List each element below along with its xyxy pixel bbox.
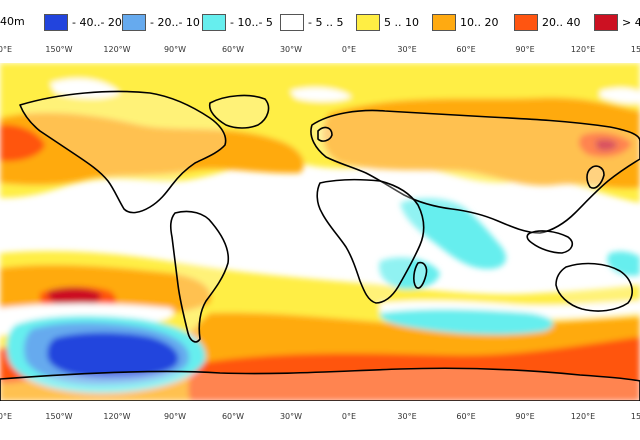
bottom-tick: 0°E [341, 412, 357, 421]
legend-item-8: > 4 [594, 12, 640, 32]
legend-swatch [280, 13, 304, 31]
top-tick: 15 [630, 45, 640, 54]
antarctica-coast [0, 367, 640, 401]
bottom-tick: 60°W [221, 412, 245, 421]
legend-swatch [594, 13, 618, 31]
british-isles-coast [317, 126, 333, 142]
bottom-tick: 150°W [45, 412, 73, 421]
legend-item-2: - 20..- 10 [122, 12, 200, 32]
north-america-coast [19, 90, 227, 214]
legend-swatch [202, 13, 226, 31]
south-america-coast [169, 210, 230, 343]
top-tick: 120°W [103, 45, 131, 54]
greenland-coast [208, 94, 270, 129]
top-tick: 60°W [221, 45, 245, 54]
legend-swatch [514, 13, 538, 31]
anomaly-positive-10-20-northwest [0, 112, 304, 185]
legend-swatch [122, 13, 146, 31]
anomaly-positive-10-20-northeast [322, 97, 640, 189]
legend: 40m - 40..- 20 - 20..- 10 - 10..- 5 - 5 … [0, 8, 640, 36]
top-tick: 30°W [279, 45, 303, 54]
bottom-tick: 15 [630, 412, 640, 421]
top-tick: 90°E [515, 45, 535, 54]
anomaly-negative-10-5-east [607, 251, 640, 276]
anomaly-negative-10-5-south-indian [379, 309, 554, 335]
top-tick: 30°E [397, 45, 417, 54]
bottom-tick: 30°W [279, 412, 303, 421]
bottom-tick: 120°W [103, 412, 131, 421]
legend-label: - 5 .. 5 [308, 15, 344, 29]
legend-swatch [432, 13, 456, 31]
legend-label: - 10..- 5 [230, 15, 273, 29]
bottom-axis: 0°E 150°W 120°W 90°W 60°W 30°W 0°E 30°E … [0, 412, 640, 428]
legend-label: 10.. 20 [460, 15, 499, 29]
legend-item-7: 20.. 40 [514, 12, 580, 32]
bottom-tick: 30°E [397, 412, 417, 421]
top-tick: 60°E [456, 45, 476, 54]
legend-label: > 4 [622, 15, 640, 29]
bottom-tick: 60°E [456, 412, 476, 421]
legend-item-4: - 5 .. 5 [280, 12, 343, 32]
legend-item-1: - 40..- 20 [44, 12, 122, 32]
japan-coast [586, 165, 605, 189]
africa-coast [316, 178, 425, 304]
anomaly-above-40-east-asia [595, 138, 618, 152]
bottom-tick: 90°W [163, 412, 187, 421]
top-axis: 0°E 150°W 120°W 90°W 60°W 30°W 0°E 30°E … [0, 45, 640, 61]
indonesia-coast [526, 230, 574, 254]
legend-swatch [356, 13, 380, 31]
legend-item-5: 5 .. 10 [356, 12, 419, 32]
neutral-region [290, 87, 352, 102]
bottom-tick: 0°E [0, 412, 13, 421]
neutral-region [50, 78, 120, 99]
anomaly-negative-40-20 [47, 332, 179, 379]
australia-coast [555, 262, 633, 312]
top-tick: 120°E [570, 45, 596, 54]
variable-label: 40m [0, 15, 25, 28]
neutral-region [600, 87, 640, 104]
top-tick: 90°W [163, 45, 187, 54]
anomaly-map [0, 63, 640, 401]
top-tick: 150°W [45, 45, 73, 54]
top-tick: 0°E [0, 45, 13, 54]
bottom-tick: 90°E [515, 412, 535, 421]
madagascar-coast [413, 261, 428, 289]
coastlines [0, 90, 640, 401]
anomaly-fields [0, 63, 640, 401]
legend-item-3: - 10..- 5 [202, 12, 273, 32]
top-tick: 0°E [341, 45, 357, 54]
legend-label: 20.. 40 [542, 15, 581, 29]
eurasia-coast [310, 109, 640, 234]
bottom-tick: 120°E [570, 412, 596, 421]
anomaly-above-40-south-pacific [47, 287, 101, 308]
anomaly-positive-20-40-north-pacific [0, 124, 45, 162]
legend-label: - 40..- 20 [72, 15, 122, 29]
legend-label: - 20..- 10 [150, 15, 200, 29]
anomaly-negative-10-5-indian-ocean [400, 198, 507, 269]
legend-label: 5 .. 10 [384, 15, 419, 29]
legend-item-6: 10.. 20 [432, 12, 498, 32]
legend-swatch [44, 13, 68, 31]
